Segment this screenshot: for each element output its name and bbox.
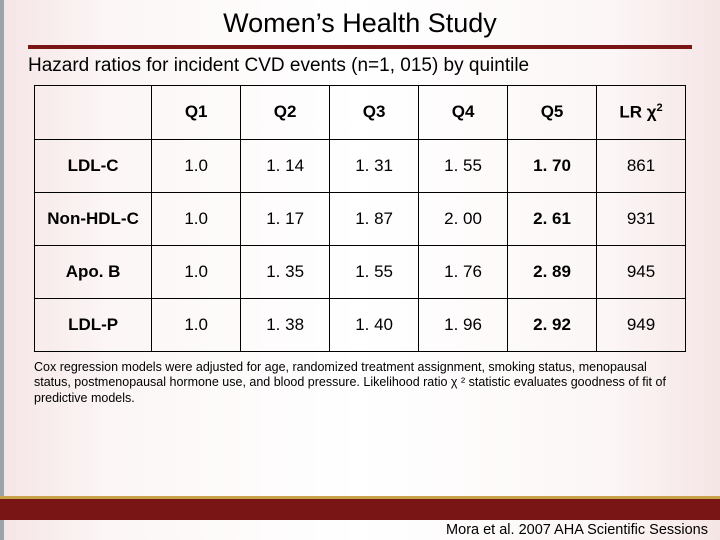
cell: 1. 35 bbox=[241, 245, 330, 298]
col-header-q3: Q3 bbox=[330, 86, 419, 140]
col-header-q2: Q2 bbox=[241, 86, 330, 140]
cell: 1. 76 bbox=[419, 245, 508, 298]
cell: 1.0 bbox=[152, 298, 241, 351]
lrchi2-sup: 2 bbox=[657, 102, 663, 114]
cell: 1. 87 bbox=[330, 192, 419, 245]
cell: 1. 55 bbox=[330, 245, 419, 298]
cell: 1. 70 bbox=[508, 139, 597, 192]
page-title: Women’s Health Study bbox=[215, 8, 505, 39]
cell: 949 bbox=[597, 298, 686, 351]
table-row: LDL-P1.01. 381. 401. 962. 92949 bbox=[35, 298, 686, 351]
cell: 861 bbox=[597, 139, 686, 192]
cell: 1. 38 bbox=[241, 298, 330, 351]
cell: 945 bbox=[597, 245, 686, 298]
bottom-band bbox=[0, 496, 720, 520]
table-row: LDL-C1.01. 141. 311. 551. 70861 bbox=[35, 139, 686, 192]
title-area: Women’s Health Study bbox=[0, 0, 720, 41]
cell: 931 bbox=[597, 192, 686, 245]
col-header-blank bbox=[35, 86, 152, 140]
row-label: Apo. B bbox=[35, 245, 152, 298]
hazard-ratio-table: Q1 Q2 Q3 Q4 Q5 LR χ2 LDL-C1.01. 141. 311… bbox=[34, 85, 686, 352]
left-edge-bar bbox=[0, 0, 4, 540]
cell: 1. 14 bbox=[241, 139, 330, 192]
cell: 1. 40 bbox=[330, 298, 419, 351]
cell: 1.0 bbox=[152, 245, 241, 298]
cell: 2. 92 bbox=[508, 298, 597, 351]
cell: 2. 61 bbox=[508, 192, 597, 245]
cell: 1. 31 bbox=[330, 139, 419, 192]
row-label: Non-HDL-C bbox=[35, 192, 152, 245]
col-header-q5: Q5 bbox=[508, 86, 597, 140]
cell: 1. 96 bbox=[419, 298, 508, 351]
table-header-row: Q1 Q2 Q3 Q4 Q5 LR χ2 bbox=[35, 86, 686, 140]
row-label: LDL-C bbox=[35, 139, 152, 192]
table-row: Apo. B1.01. 351. 551. 762. 89945 bbox=[35, 245, 686, 298]
col-header-q4: Q4 bbox=[419, 86, 508, 140]
cell: 2. 89 bbox=[508, 245, 597, 298]
row-label: LDL-P bbox=[35, 298, 152, 351]
col-header-lrchi2: LR χ2 bbox=[597, 86, 686, 140]
cell: 1. 17 bbox=[241, 192, 330, 245]
subtitle: Hazard ratios for incident CVD events (n… bbox=[0, 49, 720, 85]
table-body: LDL-C1.01. 141. 311. 551. 70861Non-HDL-C… bbox=[35, 139, 686, 351]
cell: 1. 55 bbox=[419, 139, 508, 192]
table-zone: Q1 Q2 Q3 Q4 Q5 LR χ2 LDL-C1.01. 141. 311… bbox=[0, 85, 720, 352]
lrchi2-base: LR χ bbox=[619, 103, 656, 122]
cell: 1.0 bbox=[152, 192, 241, 245]
citation: Mora et al. 2007 AHA Scientific Sessions bbox=[446, 520, 708, 540]
cell: 1.0 bbox=[152, 139, 241, 192]
table-row: Non-HDL-C1.01. 171. 872. 002. 61931 bbox=[35, 192, 686, 245]
footnote: Cox regression models were adjusted for … bbox=[0, 352, 720, 407]
col-header-q1: Q1 bbox=[152, 86, 241, 140]
cell: 2. 00 bbox=[419, 192, 508, 245]
